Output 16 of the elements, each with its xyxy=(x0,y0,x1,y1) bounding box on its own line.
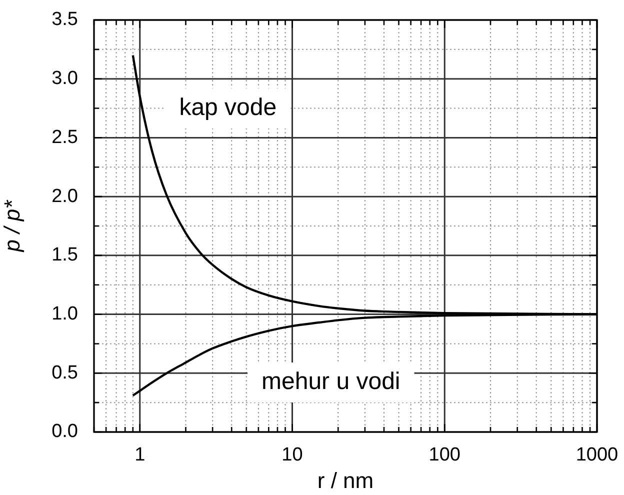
y-tick-label: 0.5 xyxy=(52,362,78,384)
x-axis-title: r / nm xyxy=(317,468,374,493)
y-tick-label: 3.0 xyxy=(52,68,78,90)
x-tick-label: 10 xyxy=(282,444,303,466)
y-tick-label: 0.0 xyxy=(52,421,78,442)
x-tick-label: 100 xyxy=(428,444,460,466)
series-label: mehur u vodi xyxy=(262,368,400,396)
y-tick-label: 2.0 xyxy=(52,186,78,207)
y-tick-label: 1.0 xyxy=(52,304,78,325)
y-tick-label: 3.5 xyxy=(52,9,78,30)
x-tick-label: 1 xyxy=(134,444,146,466)
y-tick-label: 2.5 xyxy=(52,126,78,148)
series-label: kap vode xyxy=(179,94,277,121)
x-tick-label: 1000 xyxy=(576,444,618,466)
y-tick-label: 1.5 xyxy=(52,244,78,266)
y-axis-title: p / p* xyxy=(0,198,24,253)
